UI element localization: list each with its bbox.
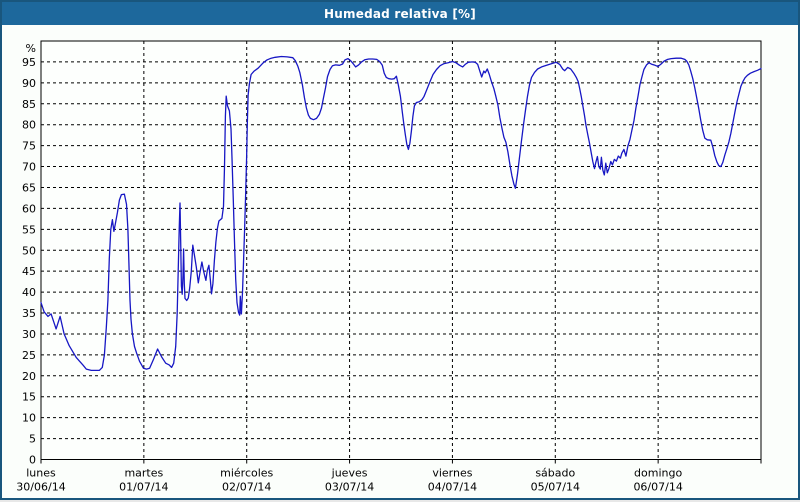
x-axis-day-date: 02/07/14 [222, 481, 271, 494]
y-axis-tick-label: 70 [22, 161, 36, 174]
y-axis-tick-label: 20 [22, 370, 36, 383]
y-axis-tick-label: 90 [22, 77, 36, 90]
x-axis-day-date: 04/07/14 [428, 481, 477, 494]
humidity-series-line [40, 55, 762, 372]
y-axis-tick-label: 55 [22, 223, 36, 236]
y-axis-unit-label: % [26, 42, 36, 55]
x-axis-day-date: 01/07/14 [119, 481, 168, 494]
x-axis-day-date: 06/07/14 [633, 481, 682, 494]
y-axis-tick-label: 15 [22, 391, 36, 404]
y-axis-tick-label: 5 [29, 433, 36, 446]
x-axis-day-name: lunes [26, 467, 56, 480]
y-axis-tick-label: 85 [22, 98, 36, 111]
x-axis-day-date: 05/07/14 [531, 481, 580, 494]
window-title: Humedad relativa [%] [324, 6, 476, 21]
y-axis-tick-label: 30 [22, 328, 36, 341]
title-bar: Humedad relativa [%] [2, 2, 798, 25]
x-axis-day-name: domingo [634, 467, 682, 480]
y-axis-tick-label: 65 [22, 181, 36, 194]
x-axis-day-date: 03/07/14 [325, 481, 374, 494]
y-axis-tick-label: 80 [22, 119, 36, 132]
y-axis-tick-label: 25 [22, 349, 36, 362]
x-axis-day-name: martes [124, 467, 163, 480]
y-axis-tick-label: 95 [22, 56, 36, 69]
y-axis-tick-label: 40 [22, 286, 36, 299]
x-axis-day-date: 30/06/14 [16, 481, 65, 494]
y-axis-tick-label: 0 [29, 454, 36, 467]
y-axis-tick-label: 35 [22, 307, 36, 320]
plot-border [40, 40, 762, 460]
x-axis-day-name: jueves [331, 467, 368, 480]
y-axis-tick-label: 45 [22, 265, 36, 278]
x-axis-day-name: sábado [535, 467, 575, 480]
y-axis-tick-label: 60 [22, 202, 36, 215]
x-axis-day-name: miércoles [220, 467, 273, 480]
humidity-line-chart: 0 5 10 15 20 25 30 35 40 45 50 55 60 65 70 75 80 85 90 95% l… [16, 40, 762, 494]
x-axis-day-name: viernes [432, 467, 472, 480]
chart-canvas: 0 5 10 15 20 25 30 35 40 45 50 55 60 65 70 75 80 85 90 95% l… [2, 25, 798, 498]
y-axis-tick-label: 10 [22, 412, 36, 425]
y-axis-tick-label: 75 [22, 140, 36, 153]
y-axis-tick-label: 50 [22, 244, 36, 257]
